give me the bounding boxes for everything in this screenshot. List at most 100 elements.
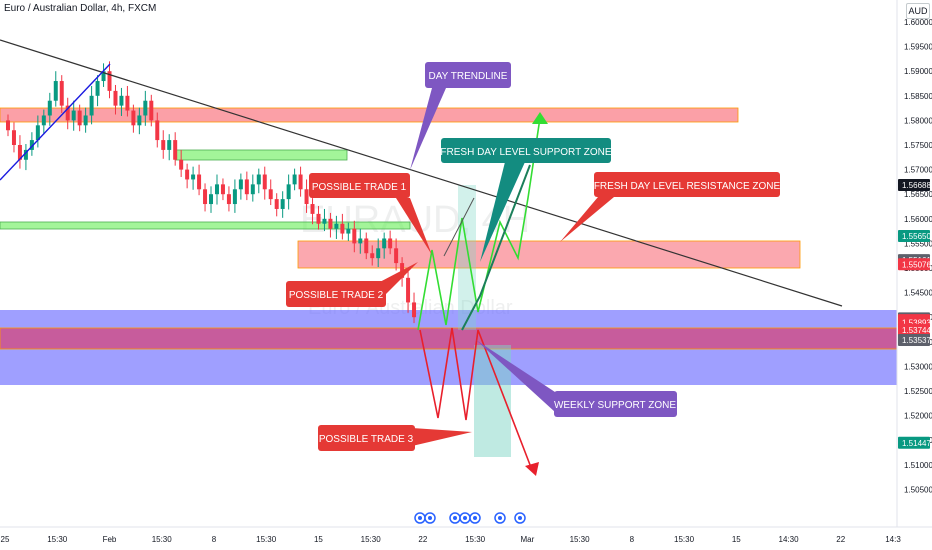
candle [59, 75, 64, 114]
time-tick-label: 15:30 [47, 535, 68, 544]
symbol-title: Euro / Australian Dollar, 4h, FXCM [4, 3, 157, 14]
price-tick-label: 1.58500 [904, 92, 932, 101]
trade-path-dark [461, 164, 531, 331]
day-trendline[interactable] [0, 39, 843, 307]
candle [185, 163, 190, 189]
callout-day-trendline[interactable]: DAY TRENDLINE [410, 62, 511, 170]
trade-arrow-green [532, 112, 548, 124]
candle [250, 174, 255, 202]
candle [382, 232, 387, 259]
price-tick-label: 1.53000 [904, 362, 932, 371]
callout-fresh-resistance[interactable]: FRESH DAY LEVEL RESISTANCE ZONE [560, 172, 781, 242]
economic-event-icon[interactable] [449, 512, 461, 524]
blue-trendline[interactable] [0, 63, 111, 181]
candle [364, 232, 369, 260]
resistance-zone-day[interactable] [297, 240, 801, 269]
callout-trade-2[interactable]: POSSIBLE TRADE 2 [286, 262, 418, 307]
price-badge: 1.53744 [898, 323, 931, 336]
event-icons[interactable] [414, 512, 526, 524]
green-zone-lower[interactable] [0, 221, 411, 230]
economic-event-icon[interactable] [494, 512, 506, 524]
candle [286, 174, 291, 210]
price-badge-label: 1.53537 [902, 336, 931, 345]
callout-trade-3-text: POSSIBLE TRADE 3 [319, 434, 414, 445]
candle [173, 132, 178, 166]
candle [412, 292, 417, 324]
time-tick-label: 14:3 [885, 535, 901, 544]
time-tick-label: Mar [520, 535, 534, 544]
time-tick-label: 15:30 [256, 535, 277, 544]
candle [17, 135, 22, 169]
price-tick-label: 1.55500 [904, 239, 932, 248]
candle [65, 97, 70, 130]
candle [125, 85, 130, 117]
candle [179, 149, 184, 177]
candle [352, 220, 357, 253]
callout-weekly-support[interactable]: WEEKLY SUPPORT ZONE [476, 340, 677, 417]
time-tick-label: 25 [1, 535, 10, 544]
callout-fresh-resistance-text: FRESH DAY LEVEL RESISTANCE ZONE [594, 181, 781, 192]
callout-fresh-support[interactable]: FRESH DAY LEVEL SUPPORT ZONE [440, 138, 612, 262]
time-tick-label: 15:30 [465, 535, 486, 544]
candle [214, 174, 219, 205]
trade-path-red [419, 327, 533, 471]
candle [370, 245, 375, 266]
candles [6, 61, 417, 324]
time-tick-label: 15 [732, 535, 741, 544]
candle [101, 63, 106, 87]
callout-fresh-support-text: FRESH DAY LEVEL SUPPORT ZONE [440, 147, 611, 158]
time-axis[interactable]: 25 15:30 Feb 15:30 8 15:30 15 15:30 22 15:30 Mar 15… [0, 526, 932, 544]
economic-event-icon[interactable] [459, 512, 471, 524]
candle [155, 112, 160, 148]
price-tick-label: 1.57000 [904, 166, 932, 175]
candle [83, 107, 88, 133]
green-zone-upper[interactable] [175, 149, 348, 161]
callout-trade-1-text: POSSIBLE TRADE 1 [312, 182, 407, 193]
candle [388, 230, 393, 255]
candle [376, 238, 381, 268]
currency-button[interactable]: AUD [906, 3, 930, 19]
callout-trade-1[interactable]: POSSIBLE TRADE 1 [309, 173, 432, 255]
time-tick-label: 22 [418, 535, 427, 544]
time-tick-label: 15:30 [361, 535, 382, 544]
time-tick-label: 15:30 [152, 535, 173, 544]
candle [244, 171, 249, 201]
candle [77, 104, 82, 132]
candle [35, 115, 40, 148]
time-tick-label: 15 [314, 535, 323, 544]
candle [328, 212, 333, 238]
candle [6, 114, 10, 137]
price-tick-label: 1.56500 [904, 190, 932, 199]
candle [71, 100, 76, 131]
economic-event-icon[interactable] [414, 512, 426, 524]
resistance-zone-top[interactable] [0, 107, 739, 123]
candle [280, 191, 285, 218]
trade-arrow-red [525, 462, 539, 476]
callout-trade-3[interactable]: POSSIBLE TRADE 3 [318, 425, 472, 451]
candle [238, 173, 243, 200]
candle [274, 193, 279, 217]
candle [113, 84, 118, 115]
candle [268, 179, 273, 206]
price-badge-label: 1.53893 [902, 318, 931, 327]
candle [256, 168, 261, 194]
candle [310, 198, 315, 225]
economic-event-icon[interactable] [469, 512, 481, 524]
candle [203, 183, 208, 212]
price-badge: 1.56688 [898, 178, 931, 191]
price-tick-label: 1.51000 [904, 461, 932, 470]
candle [41, 109, 46, 135]
price-badge: 1.51447 [898, 436, 931, 449]
candle [137, 107, 142, 135]
candle [95, 75, 100, 107]
economic-event-icon[interactable] [424, 512, 436, 524]
economic-event-icon[interactable] [514, 512, 526, 524]
price-badge: 1.55076 [898, 258, 931, 271]
time-tick-label: 8 [212, 535, 217, 544]
candle [209, 186, 214, 213]
candle [220, 178, 225, 201]
trade-path-green [417, 117, 541, 331]
candle [340, 213, 345, 240]
price-badge-label: 1.56688 [902, 181, 931, 190]
